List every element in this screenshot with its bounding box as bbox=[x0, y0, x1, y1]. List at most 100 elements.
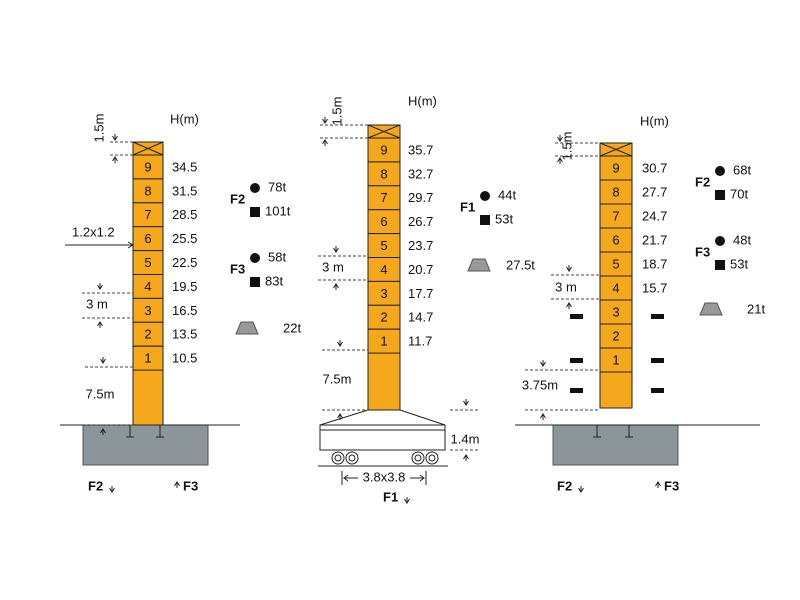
circle-icon bbox=[250, 253, 260, 263]
section-number: 6 bbox=[144, 231, 151, 246]
marker bbox=[570, 314, 583, 319]
base-frame bbox=[319, 409, 446, 426]
square-icon bbox=[715, 190, 725, 200]
dimension-label: 1.2x1.2 bbox=[72, 224, 115, 239]
section-number: 4 bbox=[380, 262, 387, 277]
arrow-head bbox=[174, 481, 180, 487]
height-value: 35.7 bbox=[408, 142, 433, 157]
arrow-head bbox=[337, 341, 343, 347]
section-number: 6 bbox=[380, 214, 387, 229]
arrow-head bbox=[97, 321, 103, 327]
weight-icon bbox=[235, 321, 259, 335]
circle-load: 68t bbox=[733, 162, 751, 177]
height-label: H(m) bbox=[408, 93, 437, 108]
weight-value: 21t bbox=[747, 301, 765, 316]
wheel-hub bbox=[334, 454, 342, 462]
arrow-head bbox=[540, 361, 546, 367]
marker bbox=[651, 314, 664, 319]
arrow-head bbox=[337, 413, 343, 419]
marker bbox=[570, 388, 583, 393]
arrow-head bbox=[112, 156, 118, 162]
height-value: 32.7 bbox=[408, 166, 433, 181]
arrow-head bbox=[333, 283, 339, 289]
dimension-label: 3.8x3.8 bbox=[363, 469, 406, 484]
height-value: 19.5 bbox=[172, 279, 197, 294]
circle-icon bbox=[480, 191, 490, 201]
circle-load: 58t bbox=[268, 249, 286, 264]
section-number: 5 bbox=[380, 238, 387, 253]
top-cross bbox=[599, 142, 633, 157]
height-value: 25.5 bbox=[172, 231, 197, 246]
section-number: 2 bbox=[144, 327, 151, 342]
section-number: 4 bbox=[144, 279, 151, 294]
circle-icon bbox=[250, 183, 260, 193]
load-name: F3 bbox=[230, 261, 245, 276]
dimension-label: 7.5m bbox=[86, 386, 115, 401]
height-value: 27.7 bbox=[642, 184, 667, 199]
section-number: 2 bbox=[612, 328, 619, 343]
tower-section bbox=[599, 299, 633, 325]
tower-section bbox=[599, 323, 633, 349]
section-number: 9 bbox=[144, 159, 151, 174]
arrow-head bbox=[655, 481, 661, 487]
dimension-label: 1.4m bbox=[451, 431, 480, 446]
arrow-head bbox=[578, 487, 584, 493]
arrow-head bbox=[109, 487, 115, 493]
wheel-hub bbox=[414, 454, 422, 462]
square-icon bbox=[715, 260, 725, 270]
height-value: 24.7 bbox=[642, 208, 667, 223]
square-load: 83t bbox=[265, 273, 283, 288]
arrow-head bbox=[322, 139, 328, 145]
arrow-head bbox=[540, 413, 546, 419]
section-number: 9 bbox=[612, 160, 619, 175]
height-value: 20.7 bbox=[408, 262, 433, 277]
dimension-label: 3 m bbox=[86, 296, 108, 311]
dimension-label: 1.5m bbox=[559, 132, 574, 161]
wheel-hub bbox=[428, 454, 436, 462]
arrow-head bbox=[557, 136, 563, 142]
dimension-label: 7.5m bbox=[323, 371, 352, 386]
height-label: H(m) bbox=[170, 111, 199, 126]
height-value: 22.5 bbox=[172, 255, 197, 270]
arrow-head bbox=[557, 157, 563, 163]
square-icon bbox=[250, 277, 260, 287]
top-cross bbox=[132, 141, 164, 156]
height-value: 11.7 bbox=[408, 334, 432, 349]
arrow-head bbox=[333, 247, 339, 253]
section-number: 9 bbox=[380, 142, 387, 157]
circle-load: 78t bbox=[268, 179, 286, 194]
load-name: F2 bbox=[695, 174, 710, 189]
section-number: 1 bbox=[380, 334, 387, 349]
section-number: 3 bbox=[380, 286, 387, 301]
arrow-head bbox=[566, 266, 572, 272]
height-value: 28.5 bbox=[172, 207, 197, 222]
square-icon bbox=[250, 207, 260, 217]
height-value: 21.7 bbox=[642, 232, 667, 247]
arrow-head bbox=[463, 454, 469, 460]
weight-icon bbox=[467, 258, 491, 272]
arrow-head bbox=[322, 118, 328, 124]
square-load: 101t bbox=[265, 203, 291, 218]
section-number: 3 bbox=[612, 304, 619, 319]
height-value: 31.5 bbox=[172, 183, 197, 198]
section-number: 8 bbox=[612, 184, 619, 199]
foundation bbox=[552, 424, 679, 466]
tower-section bbox=[599, 347, 633, 373]
weight-icon bbox=[699, 302, 723, 316]
section-number: 6 bbox=[612, 232, 619, 247]
section-number: 8 bbox=[380, 166, 387, 181]
tower-section bbox=[599, 203, 633, 229]
tower-section bbox=[599, 275, 633, 301]
height-value: 26.7 bbox=[408, 214, 433, 229]
dimension-label: 3.75m bbox=[522, 377, 558, 392]
tower-section bbox=[599, 227, 633, 253]
height-label: H(m) bbox=[640, 113, 669, 128]
foundation bbox=[82, 424, 209, 466]
height-value: 10.5 bbox=[172, 351, 197, 366]
section-number: 8 bbox=[144, 183, 151, 198]
square-load: 70t bbox=[730, 186, 748, 201]
weight-value: 22t bbox=[283, 320, 301, 335]
arrow-head bbox=[100, 428, 106, 434]
top-cross bbox=[367, 124, 401, 139]
section-number: 7 bbox=[612, 208, 619, 223]
